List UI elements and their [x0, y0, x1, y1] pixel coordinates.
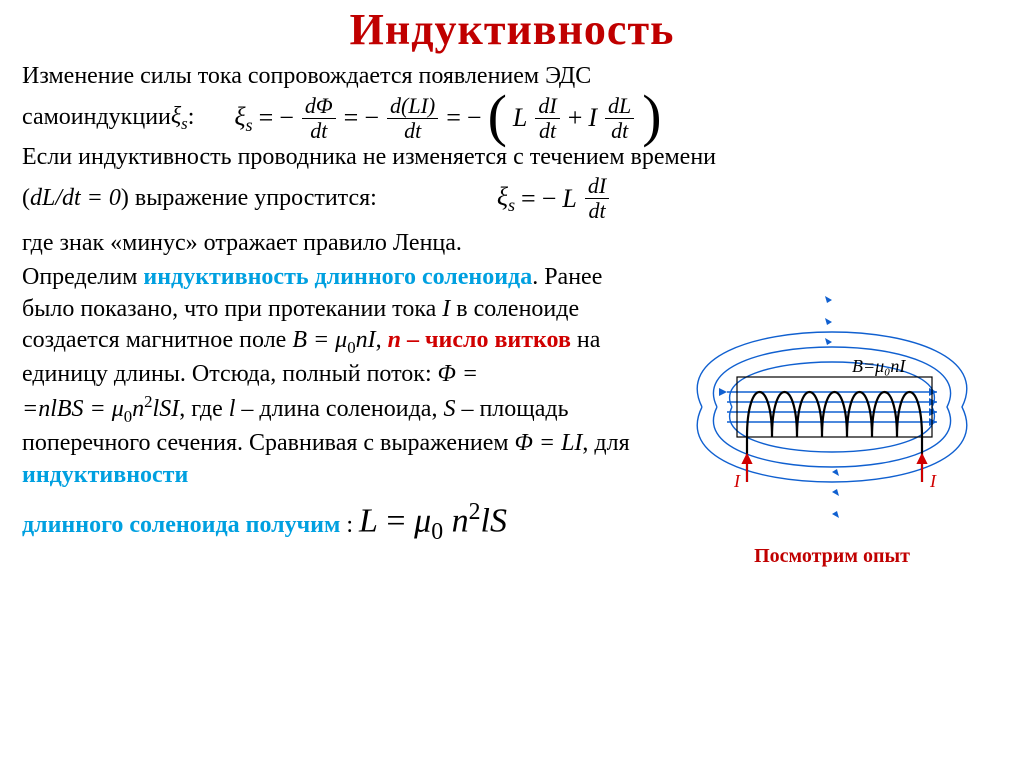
hl-n: n – число витков	[388, 327, 571, 353]
diagram-label-I-left: I	[733, 471, 741, 491]
xi-symbol: ξs	[171, 101, 188, 135]
solenoid-diagram: B=μ₀nI I I	[672, 287, 992, 527]
left-column: Определим индуктивность длинного соленои…	[22, 262, 652, 551]
p2b: (	[22, 183, 30, 215]
p2-line1: Если индуктивность проводника не изменяе…	[22, 142, 1002, 174]
equation-1: ξs = − dΦdt = − d(LI)dt = − ( L dIdt + I…	[234, 95, 661, 142]
right-column: B=μ₀nI I I Посмотрим опыт	[662, 262, 1002, 569]
intro-line-2a: самоиндукции	[22, 102, 171, 134]
slide: Индуктивность Изменение силы тока сопров…	[0, 0, 1024, 768]
hl-inductance-2: индуктивности	[22, 462, 188, 488]
p2-line2: ( dL/dt = 0 ) выражение упростится: ξs =…	[22, 175, 1002, 222]
intro-line-1: Изменение силы тока сопровождается появл…	[22, 61, 1002, 93]
hl-inductance-solenoid: индуктивность длинного соленоида	[143, 264, 532, 290]
diagram-label-B: B=μ₀nI	[852, 356, 906, 376]
p2d: ) выражение упростится:	[121, 183, 377, 215]
final-equation: L = μ0 n2lS	[359, 497, 507, 549]
p3: где знак «минус» отражает правило Ленца.	[22, 228, 1002, 260]
diagram-label-I-right: I	[929, 471, 937, 491]
slide-title: Индуктивность	[22, 4, 1002, 55]
experiment-link[interactable]: Посмотрим опыт	[662, 543, 1002, 569]
main-paragraph-2: =nlBS = μ0n2lSI, где l – длина соленоида…	[22, 391, 652, 491]
hl-long-solenoid: длинного соленоида получим	[22, 510, 340, 542]
equation-2: ξs = − L dIdt	[497, 175, 611, 222]
colon: :	[188, 102, 195, 134]
intro-line-2-with-eq: самоиндукции ξs : ξs = − dΦdt = − d(LI)d…	[22, 95, 1002, 142]
final-line: длинного соленоида получим: L = μ0 n2lS	[22, 497, 652, 549]
p2c: dL/dt = 0	[30, 183, 121, 215]
main-paragraph: Определим индуктивность длинного соленои…	[22, 262, 652, 391]
body: Изменение силы тока сопровождается появл…	[22, 61, 1002, 569]
two-column-area: Определим индуктивность длинного соленои…	[22, 262, 1002, 569]
